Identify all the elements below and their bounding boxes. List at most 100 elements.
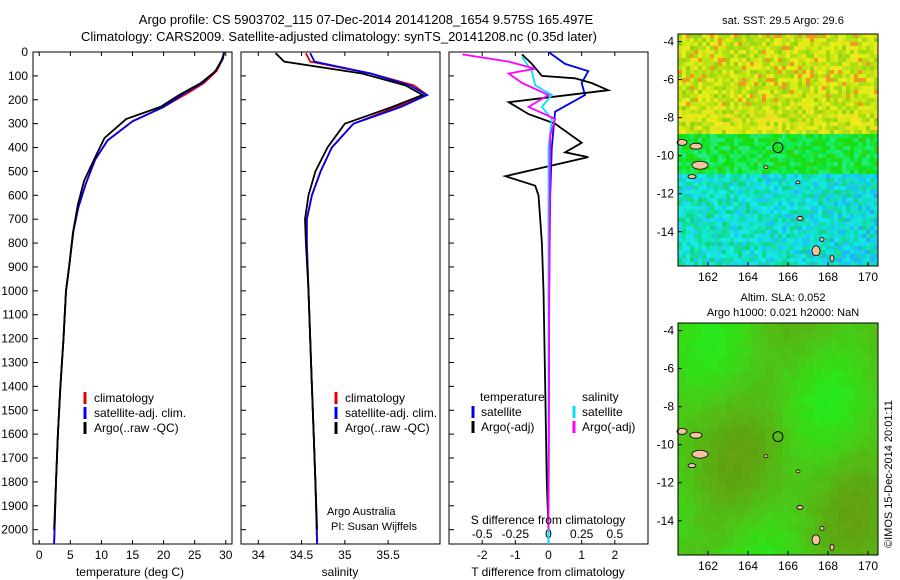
heatmap-cell [774, 523, 783, 532]
heatmap-cell [682, 58, 687, 63]
heatmap-cell [814, 182, 819, 187]
heatmap-cell [790, 50, 795, 55]
heatmap-cell [822, 242, 827, 247]
heatmap-cell [802, 134, 807, 139]
heatmap-cell [862, 158, 867, 163]
heatmap-cell [770, 42, 775, 47]
heatmap-cell [838, 411, 847, 420]
heatmap-cell [702, 110, 707, 115]
heatmap-cell [694, 150, 699, 155]
heatmap-cell [710, 174, 715, 179]
heatmap-cell [718, 242, 723, 247]
heatmap-cell [822, 158, 827, 163]
heatmap-cell [782, 154, 787, 159]
heatmap-cell [750, 226, 755, 231]
heatmap-cell [706, 194, 711, 199]
heatmap-cell [786, 58, 791, 63]
heatmap-cell [874, 126, 879, 131]
heatmap-cell [814, 178, 819, 183]
heatmap-cell [754, 58, 759, 63]
heatmap-cell [802, 74, 807, 79]
heatmap-cell [706, 230, 711, 235]
heatmap-cell [694, 355, 703, 364]
heatmap-cell [830, 507, 839, 516]
heatmap-cell [786, 182, 791, 187]
heatmap-cell [858, 218, 863, 223]
heatmap-cell [682, 42, 687, 47]
heatmap-cell [810, 126, 815, 131]
sla-heatmap [678, 323, 879, 556]
heatmap-cell [802, 230, 807, 235]
heatmap-cell [830, 323, 839, 332]
heatmap-cell [734, 170, 739, 175]
heatmap-cell [722, 190, 727, 195]
heatmap-cell [814, 499, 823, 508]
heatmap-cell [854, 138, 859, 143]
heatmap-cell [734, 118, 739, 123]
heatmap-cell [870, 331, 879, 340]
heatmap-cell [790, 78, 795, 83]
heatmap-cell [870, 94, 875, 99]
heatmap-cell [754, 202, 759, 207]
heatmap-cell [774, 138, 779, 143]
heatmap-cell [842, 110, 847, 115]
heatmap-cell [838, 98, 843, 103]
heatmap-cell [786, 126, 791, 131]
heatmap-cell [810, 130, 815, 135]
heatmap-cell [770, 190, 775, 195]
heatmap-cell [782, 82, 787, 87]
heatmap-cell [694, 86, 699, 91]
heatmap-cell [758, 94, 763, 99]
heatmap-cell [686, 190, 691, 195]
heatmap-cell [762, 198, 767, 203]
heatmap-cell [722, 218, 727, 223]
heatmap-cell [858, 250, 863, 255]
heatmap-cell [870, 46, 875, 51]
heatmap-cell [858, 178, 863, 183]
heatmap-cell [694, 531, 703, 540]
heatmap-cell [838, 58, 843, 63]
latitude-tick-label: -6 [663, 362, 674, 376]
heatmap-cell [706, 166, 711, 171]
heatmap-cell [746, 94, 751, 99]
heatmap-cell [846, 419, 855, 428]
heatmap-cell [806, 210, 811, 215]
heatmap-cell [686, 515, 695, 524]
heatmap-cell [710, 443, 719, 452]
heatmap-cell [862, 435, 871, 444]
heatmap-cell [734, 539, 743, 548]
heatmap-cell [722, 202, 727, 207]
heatmap-cell [858, 118, 863, 123]
heatmap-cell [846, 206, 851, 211]
heatmap-cell [770, 218, 775, 223]
heatmap-cell [834, 178, 839, 183]
heatmap-cell [722, 246, 727, 251]
heatmap-cell [762, 58, 767, 63]
heatmap-cell [734, 242, 739, 247]
heatmap-cell [722, 146, 727, 151]
heatmap-cell [866, 66, 871, 71]
heatmap-cell [870, 126, 875, 131]
heatmap-cell [862, 443, 871, 452]
heatmap-cell [862, 246, 867, 251]
heatmap-cell [806, 379, 815, 388]
heatmap-cell [686, 539, 695, 548]
heatmap-cell [678, 146, 683, 151]
heatmap-cell [850, 34, 855, 39]
heatmap-cell [806, 411, 815, 420]
heatmap-cell [862, 98, 867, 103]
heatmap-cell [698, 114, 703, 119]
heatmap-cell [710, 230, 715, 235]
heatmap-cell [770, 194, 775, 199]
heatmap-cell [834, 138, 839, 143]
heatmap-cell [802, 190, 807, 195]
heatmap-cell [726, 331, 735, 340]
heatmap-cell [690, 262, 695, 267]
heatmap-cell [678, 182, 683, 187]
heatmap-cell [774, 363, 783, 372]
heatmap-cell [870, 507, 879, 516]
heatmap-cell [814, 186, 819, 191]
heatmap-cell [678, 531, 687, 540]
heatmap-cell [806, 186, 811, 191]
heatmap-cell [866, 158, 871, 163]
